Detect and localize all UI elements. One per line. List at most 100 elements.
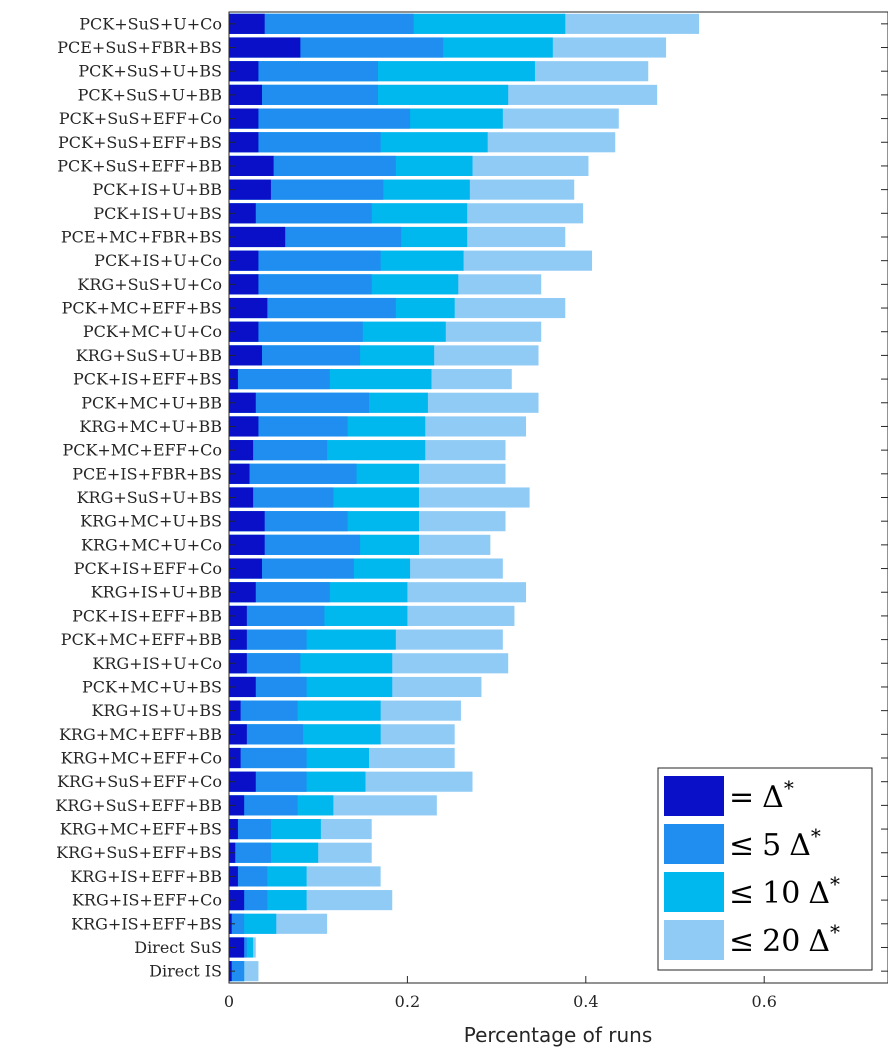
category-label: PCK+IS+EFF+BS: [73, 370, 222, 389]
category-label: PCK+MC+EFF+BS: [62, 299, 222, 318]
bar-2-26: [229, 605, 325, 626]
bar-1-20: [229, 463, 250, 484]
bar-2-32: [229, 747, 307, 769]
bar-1-14: [229, 321, 259, 342]
category-label: PCK+MC+U+BB: [81, 393, 222, 412]
x-tick-label: 0: [224, 992, 234, 1011]
bar-2-31: [229, 724, 304, 745]
legend-label: ≤10 Δ*: [729, 872, 840, 911]
bar-2-11: [229, 250, 381, 271]
bar-1-5: [229, 108, 259, 129]
bar-2-16: [229, 369, 330, 390]
category-label: Direct SuS: [134, 938, 222, 957]
bar-1-6: [229, 132, 259, 153]
bar-2-20: [229, 463, 357, 484]
legend-swatch: [664, 776, 724, 816]
bar-2-19: [229, 440, 328, 461]
x-tick-label: 0.6: [751, 992, 776, 1011]
category-label: KRG+SuS+EFF+BB: [55, 796, 222, 815]
bar-2-18: [229, 416, 348, 437]
x-tick-label: 0.4: [573, 992, 598, 1011]
legend-label: = Δ*: [729, 776, 794, 815]
bar-1-31: [229, 724, 247, 745]
bar-2-21: [229, 487, 334, 508]
legend-swatch: [664, 872, 724, 912]
bar-1-33: [229, 771, 256, 792]
bar-1-24: [229, 558, 263, 579]
category-labels: PCK+SuS+U+Co PCE+SuS+FBR+BS PCK+SuS+U+BS PC…: [55, 14, 222, 980]
category-label: KRG+MC+U+BS: [80, 512, 222, 531]
category-label: PCK+SuS+U+Co: [79, 14, 222, 33]
category-label: KRG+SuS+EFF+BS: [56, 843, 222, 862]
bar-1-13: [229, 297, 268, 319]
category-label: PCK+SuS+U+BS: [78, 62, 222, 81]
bar-1-23: [229, 534, 265, 555]
category-label: PCK+IS+U+BS: [93, 204, 222, 223]
bar-1-7: [229, 155, 274, 177]
x-ticks: 00.20.40.60.81: [224, 976, 777, 1011]
bar-2-3: [229, 61, 378, 82]
category-label: PCK+MC+U+BS: [82, 677, 222, 696]
bar-1-17: [229, 392, 256, 413]
bar-2-37: [229, 866, 268, 887]
category-label: PCK+IS+EFF+Co: [74, 559, 222, 578]
legend-swatch: [664, 824, 724, 864]
bar-2-30: [229, 700, 298, 721]
bar-1-9: [229, 203, 256, 224]
bar-1-18: [229, 416, 259, 437]
category-label: KRG+SuS+EFF+Co: [57, 772, 222, 791]
x-axis-label: Percentage of runs: [464, 1023, 653, 1047]
bar-1-12: [229, 274, 259, 295]
category-label: KRG+IS+EFF+Co: [72, 891, 222, 910]
category-label: PCK+SuS+EFF+BS: [58, 133, 222, 152]
y-ticks: [229, 23, 888, 972]
legend-label: ≤5 Δ*: [729, 824, 821, 863]
category-label: KRG+MC+U+Co: [81, 535, 222, 554]
bar-1-19: [229, 440, 254, 461]
category-label: PCE+IS+FBR+BS: [72, 464, 222, 483]
category-label: KRG+IS+EFF+BS: [71, 914, 222, 933]
bar-2-12: [229, 274, 372, 295]
bar-2-4: [229, 84, 378, 105]
category-label: PCK+MC+EFF+BB: [61, 630, 222, 649]
category-label: KRG+MC+EFF+BB: [59, 725, 222, 744]
bar-2-1: [229, 13, 414, 34]
bar-2-13: [229, 297, 396, 319]
bar-1-40: [229, 937, 245, 958]
bar-2-39: [229, 913, 245, 934]
bar-1-38: [229, 890, 245, 911]
bar-2-17: [229, 392, 370, 413]
bar-1-28: [229, 653, 247, 674]
category-label: KRG+IS+U+BB: [91, 583, 222, 602]
bar-2-14: [229, 321, 363, 342]
legend-swatch: [664, 920, 724, 960]
bar-1-27: [229, 629, 247, 650]
bar-1-1: [229, 13, 265, 34]
legend-label: ≤20 Δ*: [729, 920, 840, 959]
category-label: PCE+SuS+FBR+BS: [57, 38, 222, 57]
category-label: PCK+IS+U+BB: [93, 180, 222, 199]
bar-1-34: [229, 795, 245, 816]
bar-1-11: [229, 250, 259, 271]
bar-2-35: [229, 818, 271, 840]
category-label: PCK+IS+U+Co: [94, 251, 222, 270]
category-label: KRG+IS+U+BS: [92, 701, 222, 720]
bar-1-26: [229, 605, 247, 626]
category-label: PCK+SuS+EFF+BB: [57, 156, 222, 175]
category-label: KRG+IS+U+Co: [92, 654, 222, 673]
category-label: KRG+IS+EFF+BB: [70, 867, 222, 886]
category-label: KRG+SuS+U+BS: [77, 488, 222, 507]
x-tick-label: 0.2: [395, 992, 420, 1011]
bar-1-15: [229, 345, 263, 366]
category-label: PCK+MC+U+Co: [83, 322, 222, 341]
category-label: KRG+MC+EFF+BS: [60, 820, 222, 839]
bar-1-29: [229, 676, 256, 698]
bars-layer: [229, 13, 700, 982]
category-label: KRG+MC+EFF+Co: [61, 749, 222, 768]
bar-2-27: [229, 629, 307, 650]
bar-2-34: [229, 795, 298, 816]
category-label: KRG+MC+U+BB: [79, 417, 222, 436]
bar-1-25: [229, 582, 256, 603]
bar-1-10: [229, 226, 286, 248]
